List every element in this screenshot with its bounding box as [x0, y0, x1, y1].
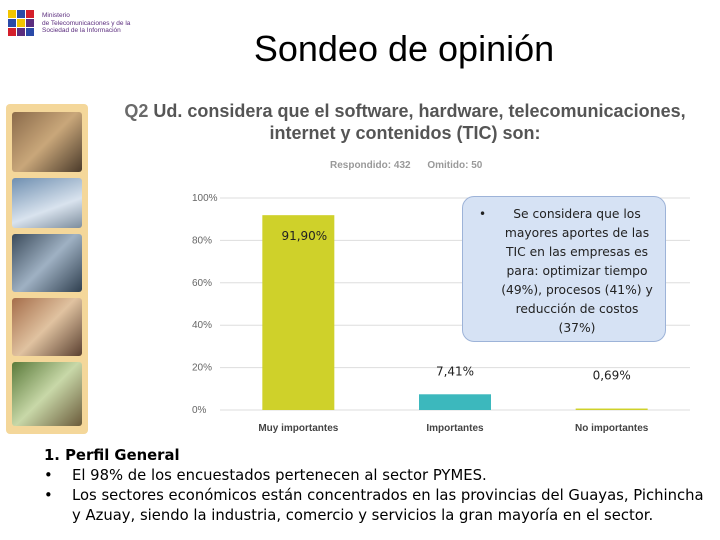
callout-box: • Se considera que los mayores aportes d… [462, 196, 666, 342]
photo-computers [12, 234, 82, 292]
y-tick-label: 40% [192, 320, 212, 331]
ministry-emblem-icon [8, 10, 34, 36]
photo-collage [6, 104, 88, 434]
answered-count: Respondido: 432 [330, 160, 411, 171]
footer-heading: 1. Perfil General [44, 447, 180, 464]
photo-workers [12, 298, 82, 356]
footer-bullet-2: • Los sectores económicos están concentr… [44, 487, 704, 524]
data-label: 91,90% [281, 229, 327, 243]
skipped-count: Omitido: 50 [427, 160, 483, 171]
y-tick-label: 0% [192, 405, 207, 416]
bar-chart: 0% 20% 40% 60% 80% 100% Muy importantes 91,90% I… [192, 193, 690, 434]
x-category-label: Importantes [426, 423, 484, 434]
ministry-logo: Ministerio de Telecomunicaciones y de la… [6, 6, 146, 40]
y-tick-label: 80% [192, 235, 212, 246]
slide-title: Sondeo de opinión [253, 28, 555, 69]
bar-2 [419, 394, 491, 410]
response-stats: Respondido: 432 Omitido: 50 [330, 160, 496, 171]
photo-building [12, 178, 82, 228]
y-tick-label: 20% [192, 363, 212, 374]
y-tick-label: 60% [192, 278, 212, 289]
callout-bullet: • [479, 207, 487, 221]
data-label: 0,69% [593, 369, 631, 383]
photo-map [12, 362, 82, 426]
callout-text: Se considera que los mayores aportes de … [501, 207, 653, 335]
x-category-label: No importantes [575, 423, 649, 434]
photo-office [12, 112, 82, 172]
logo-text: Ministerio de Telecomunicaciones y de la… [42, 12, 131, 34]
footer-notes: 1. Perfil General • El 98% de los encues… [44, 446, 714, 526]
bullet-dot: • [44, 467, 53, 484]
question-title: Q2 Ud. considera que el software, hardwa… [110, 100, 700, 144]
question-number: Q2 [124, 101, 149, 121]
x-category-label: Muy importantes [258, 423, 338, 434]
data-label: 7,41% [436, 364, 474, 378]
bar-3 [575, 408, 648, 410]
footer-bullet-1: • El 98% de los encuestados pertenecen a… [44, 467, 487, 484]
bar-1 [262, 215, 335, 410]
y-tick-label: 100% [192, 193, 218, 204]
question-text: Ud. considera que el software, hardware,… [153, 101, 686, 143]
bullet-dot: • [44, 487, 53, 504]
